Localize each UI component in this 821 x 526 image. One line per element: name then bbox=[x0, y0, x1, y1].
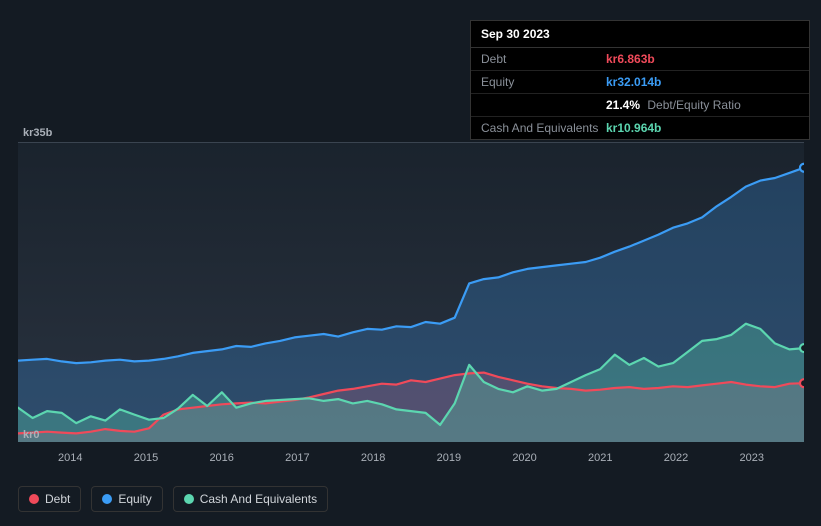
legend-cash[interactable]: Cash And Equivalents bbox=[173, 486, 328, 512]
x-tick: 2016 bbox=[209, 452, 233, 464]
legend-cash-label: Cash And Equivalents bbox=[200, 492, 317, 506]
legend-debt[interactable]: Debt bbox=[18, 486, 81, 512]
x-tick: 2023 bbox=[739, 452, 763, 464]
tooltip-equity-value: kr32.014b bbox=[606, 75, 661, 89]
tooltip-row-equity: Equity kr32.014b bbox=[471, 71, 809, 94]
x-tick: 2020 bbox=[512, 452, 536, 464]
x-axis: 2014 2015 2016 2017 2018 2019 2020 2021 2022 2023 bbox=[18, 442, 804, 464]
x-tick: 2022 bbox=[664, 452, 688, 464]
x-tick: 2018 bbox=[361, 452, 385, 464]
legend-equity-label: Equity bbox=[118, 492, 151, 506]
legend-debt-label: Debt bbox=[45, 492, 70, 506]
chart-area: kr35b kr0 201420152016201720182019202020… bbox=[18, 122, 804, 464]
tooltip-ratio-wrap: 21.4% Debt/Equity Ratio bbox=[606, 98, 741, 112]
y-axis-max: kr35b bbox=[23, 127, 52, 139]
tooltip-cash-value: kr10.964b bbox=[606, 121, 661, 135]
tooltip-debt-label: Debt bbox=[481, 52, 606, 66]
y-axis-min: kr0 bbox=[23, 429, 40, 441]
legend: Debt Equity Cash And Equivalents bbox=[18, 486, 328, 512]
x-tick: 2021 bbox=[588, 452, 612, 464]
tooltip-date: Sep 30 2023 bbox=[471, 21, 809, 48]
x-tick: 2017 bbox=[285, 452, 309, 464]
tooltip-debt-value: kr6.863b bbox=[606, 52, 655, 66]
chart-tooltip: Sep 30 2023 Debt kr6.863b Equity kr32.01… bbox=[470, 20, 810, 140]
tooltip-row-ratio: 21.4% Debt/Equity Ratio bbox=[471, 94, 809, 117]
tooltip-ratio-spacer bbox=[481, 98, 606, 112]
legend-swatch-debt bbox=[29, 494, 39, 504]
tooltip-equity-label: Equity bbox=[481, 75, 606, 89]
tooltip-row-cash: Cash And Equivalents kr10.964b bbox=[471, 117, 809, 139]
legend-swatch-equity bbox=[102, 494, 112, 504]
tooltip-cash-label: Cash And Equivalents bbox=[481, 121, 606, 135]
x-tick: 2014 bbox=[58, 452, 82, 464]
x-tick: 2015 bbox=[134, 452, 158, 464]
x-tick: 2019 bbox=[437, 452, 461, 464]
legend-equity[interactable]: Equity bbox=[91, 486, 162, 512]
legend-swatch-cash bbox=[184, 494, 194, 504]
line-chart[interactable] bbox=[18, 142, 804, 442]
tooltip-ratio-value: 21.4% bbox=[606, 98, 640, 112]
tooltip-ratio-label: Debt/Equity Ratio bbox=[647, 98, 740, 112]
tooltip-row-debt: Debt kr6.863b bbox=[471, 48, 809, 71]
